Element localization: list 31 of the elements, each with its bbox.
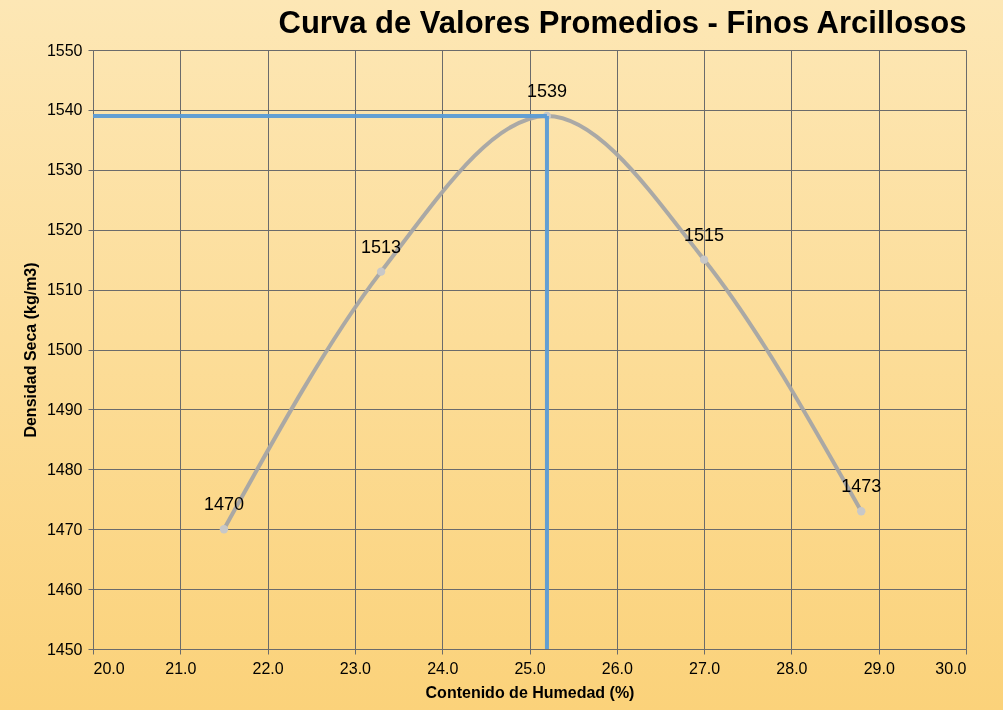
y-tick-label: 1500 — [46, 341, 83, 358]
y-tick-label: 1460 — [46, 580, 83, 598]
point — [857, 507, 866, 516]
y-tick-label: 1510 — [46, 281, 83, 299]
x-tick-label: 22.0 — [252, 659, 284, 677]
y-tick-label: 1490 — [46, 400, 83, 418]
y-tick-label: 1480 — [46, 460, 83, 478]
x-tick-label: 20.0 — [93, 659, 125, 677]
data-label: 1470 — [203, 494, 244, 515]
chart-title: Curva de Valores Promedios - Finos Arcillosos — [278, 5, 967, 40]
x-tick-label: 21.0 — [165, 659, 197, 677]
data-label: 1513 — [361, 236, 402, 257]
y-tick-label: 1530 — [46, 161, 83, 179]
y-tick-label: 1540 — [46, 101, 83, 119]
x-tick-label: 27.0 — [689, 659, 721, 677]
x-tick-label: 23.0 — [339, 659, 372, 677]
x-tick-label: 29.0 — [863, 659, 895, 677]
x-tick-label: 26.0 — [601, 659, 633, 677]
point — [699, 255, 709, 264]
x-axis-title: Contenido de Humedad (%) — [425, 683, 635, 701]
x-tick-label: 25.0 — [514, 659, 546, 677]
point — [219, 525, 229, 534]
y-tick-label: 1550 — [46, 41, 83, 59]
x-tick-label: 28.0 — [776, 659, 808, 677]
y-tick-label: 1450 — [46, 640, 83, 658]
y-tick-label: 1520 — [46, 221, 83, 239]
y-tick-label: 1470 — [46, 520, 83, 538]
y-axis-title: Densidad Seca (kg/m3) — [21, 262, 39, 438]
point — [376, 267, 386, 276]
x-tick-label: 30.0 — [935, 659, 967, 677]
x-tick-label: 24.0 — [427, 659, 459, 677]
